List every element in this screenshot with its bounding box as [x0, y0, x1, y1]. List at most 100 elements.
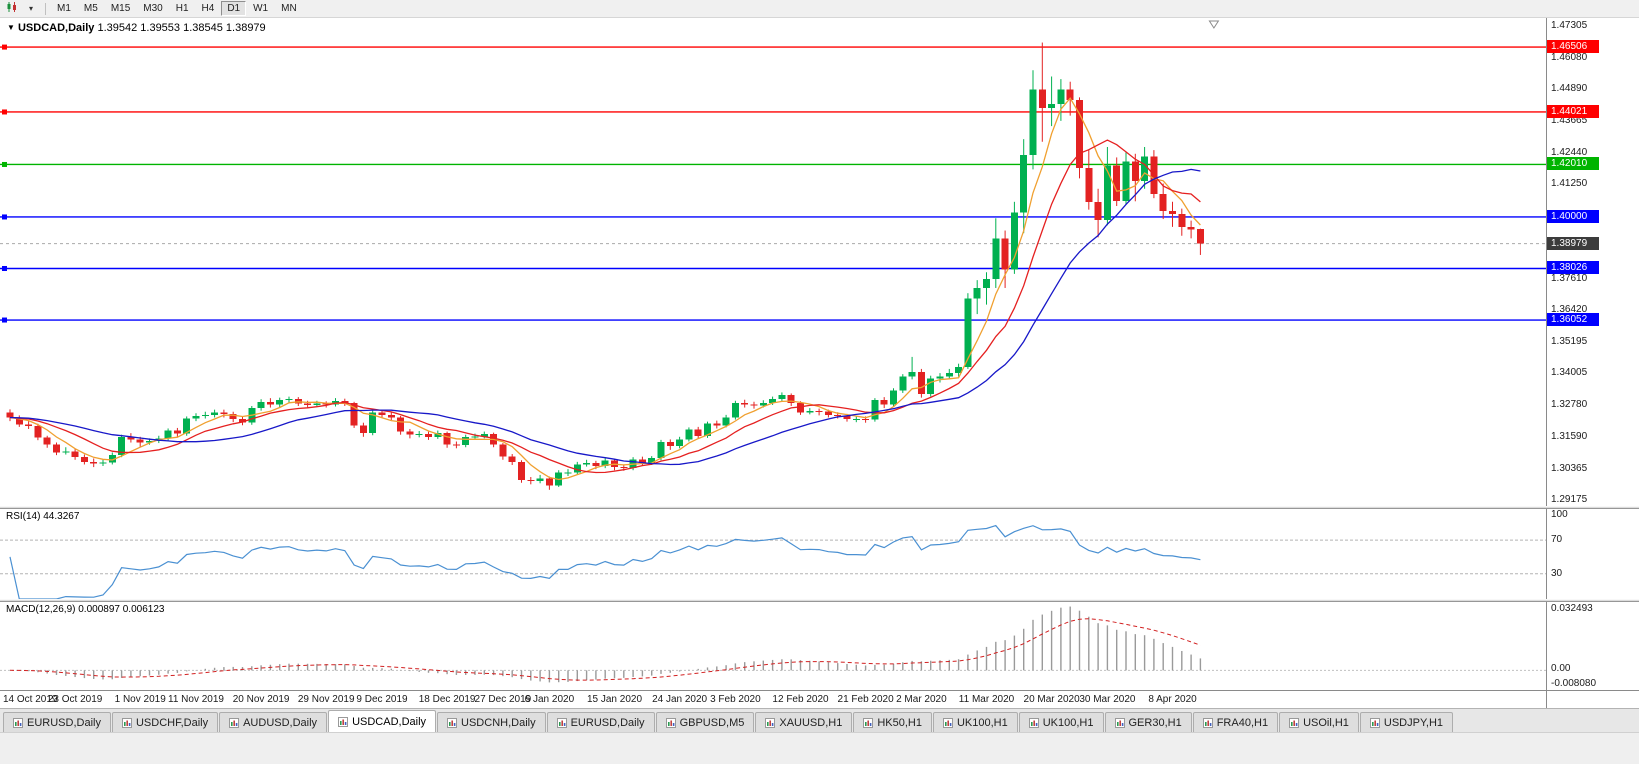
date-label: 18 Dec 2019 [419, 694, 476, 705]
price-tick: 1.41250 [1551, 178, 1587, 189]
candle [44, 438, 51, 445]
tab-label: USDCAD,Daily [352, 716, 426, 728]
price-tick: 1.35195 [1551, 336, 1587, 347]
candle [871, 400, 878, 419]
rsi-tick: 100 [1551, 509, 1568, 520]
timeframe-button-H4[interactable]: H4 [196, 1, 221, 16]
date-label: 27 Dec 2019 [475, 694, 532, 705]
tab-chart-icon [1203, 718, 1213, 728]
price-level-badge: 1.36052 [1547, 313, 1599, 326]
current-price-badge: 1.38979 [1547, 237, 1599, 250]
candle [527, 480, 534, 481]
price-tick: 1.46080 [1551, 52, 1587, 63]
chart-tab-USDCNH-Daily[interactable]: USDCNH,Daily [437, 712, 546, 732]
date-label: 11 Nov 2019 [168, 694, 224, 705]
candle [1085, 168, 1092, 202]
tab-label: FRA40,H1 [1217, 717, 1268, 729]
candle [174, 431, 181, 434]
timeframe-button-M30[interactable]: M30 [137, 1, 168, 16]
candle [927, 378, 934, 394]
candle [100, 462, 107, 463]
rsi-axis[interactable]: 1007030 [1546, 509, 1639, 599]
candle [778, 395, 785, 399]
timeframe-button-D1[interactable]: D1 [221, 1, 246, 16]
timeframe-button-M15[interactable]: M15 [105, 1, 136, 16]
timeframe-button-W1[interactable]: W1 [247, 1, 274, 16]
tab-chart-icon [557, 718, 567, 728]
candle [509, 457, 516, 462]
candle [1132, 162, 1139, 181]
rsi-pane: 1007030 RSI(14) 44.3267 [0, 509, 1639, 599]
macd-chart-canvas[interactable] [0, 602, 1546, 690]
rsi-chart-canvas[interactable] [0, 509, 1546, 599]
date-label: 12 Feb 2020 [772, 694, 828, 705]
candle [862, 419, 869, 420]
chart-tab-XAUUSD-H1[interactable]: XAUUSD,H1 [755, 712, 852, 732]
chart-tab-USDJPY-H1[interactable]: USDJPY,H1 [1360, 712, 1453, 732]
candle [537, 479, 544, 482]
chart-tab-EURUSD-Daily[interactable]: EURUSD,Daily [547, 712, 655, 732]
timeframe-button-MN[interactable]: MN [275, 1, 303, 16]
date-label: 3 Feb 2020 [710, 694, 761, 705]
candle [472, 436, 479, 437]
candle [90, 462, 97, 464]
chart-tab-EURUSD-Daily[interactable]: EURUSD,Daily [3, 712, 111, 732]
candle [565, 472, 572, 473]
tab-chart-icon [1289, 718, 1299, 728]
candle [462, 437, 469, 445]
chart-type-button[interactable] [3, 1, 21, 16]
chart-window: 1.473051.460801.448901.436651.424401.412… [0, 18, 1639, 708]
candle [964, 298, 971, 366]
candle [834, 415, 841, 416]
candle [983, 279, 990, 288]
chart-tab-USOil-H1[interactable]: USOil,H1 [1279, 712, 1359, 732]
line-handle [2, 45, 7, 50]
chart-type-dropdown[interactable]: ▾ [22, 1, 40, 16]
collapse-ohlc-arrow-icon[interactable]: ▼ [7, 23, 15, 32]
date-label: 9 Dec 2019 [356, 694, 407, 705]
price-level-badge: 1.40000 [1547, 210, 1599, 223]
chart-tab-USDCAD-Daily[interactable]: USDCAD,Daily [328, 710, 436, 732]
chart-tab-HK50-H1[interactable]: HK50,H1 [853, 712, 932, 732]
tab-label: UK100,H1 [957, 717, 1008, 729]
candle [1123, 162, 1130, 201]
chart-tab-GBPUSD-M5[interactable]: GBPUSD,M5 [656, 712, 755, 732]
chart-title: ▼ USDCAD,Daily 1.39542 1.39553 1.38545 1… [7, 22, 266, 34]
rsi-tick: 70 [1551, 534, 1562, 545]
tab-label: USOil,H1 [1303, 717, 1349, 729]
chart-ohlc-values: 1.39542 1.39553 1.38545 1.38979 [97, 22, 265, 34]
candle [220, 412, 227, 414]
candle [1057, 90, 1064, 105]
price-axis[interactable]: 1.473051.460801.448901.436651.424401.412… [1546, 18, 1639, 506]
candle [1197, 229, 1204, 244]
price-level-badge: 1.44021 [1547, 105, 1599, 118]
mt4-terminal: ▾ M1M5M15M30H1H4D1W1MN 1.473051.460801.4… [0, 0, 1639, 764]
candle [751, 404, 758, 405]
chart-tab-UK100-H1[interactable]: UK100,H1 [1019, 712, 1104, 732]
timeframe-button-M1[interactable]: M1 [51, 1, 77, 16]
price-tick: 1.32780 [1551, 399, 1587, 410]
chart-tab-USDCHF-Daily[interactable]: USDCHF,Daily [112, 712, 218, 732]
candle [276, 400, 283, 404]
candle [1104, 165, 1111, 220]
candle [1002, 238, 1009, 269]
macd-label: MACD(12,26,9) 0.000897 0.006123 [6, 604, 164, 615]
date-axis[interactable]: 14 Oct 201923 Oct 20191 Nov 201911 Nov 2… [0, 690, 1639, 708]
chart-tab-FRA40-H1[interactable]: FRA40,H1 [1193, 712, 1278, 732]
date-label: 20 Nov 2019 [233, 694, 290, 705]
candle [406, 432, 413, 435]
tab-chart-icon [13, 718, 23, 728]
chart-tab-UK100-H1[interactable]: UK100,H1 [933, 712, 1018, 732]
candle [732, 403, 739, 418]
macd-tick: -0.008080 [1551, 678, 1596, 689]
macd-axis[interactable]: 0.0324930.00-0.008080 [1546, 602, 1639, 690]
candle [946, 373, 953, 377]
candle [34, 426, 41, 438]
timeframe-button-H1[interactable]: H1 [170, 1, 195, 16]
candle [583, 463, 590, 465]
chart-tab-AUDUSD-Daily[interactable]: AUDUSD,Daily [219, 712, 327, 732]
price-chart-canvas[interactable] [0, 18, 1546, 506]
tab-label: XAUUSD,H1 [779, 717, 842, 729]
chart-tab-GER30-H1[interactable]: GER30,H1 [1105, 712, 1192, 732]
timeframe-button-M5[interactable]: M5 [78, 1, 104, 16]
